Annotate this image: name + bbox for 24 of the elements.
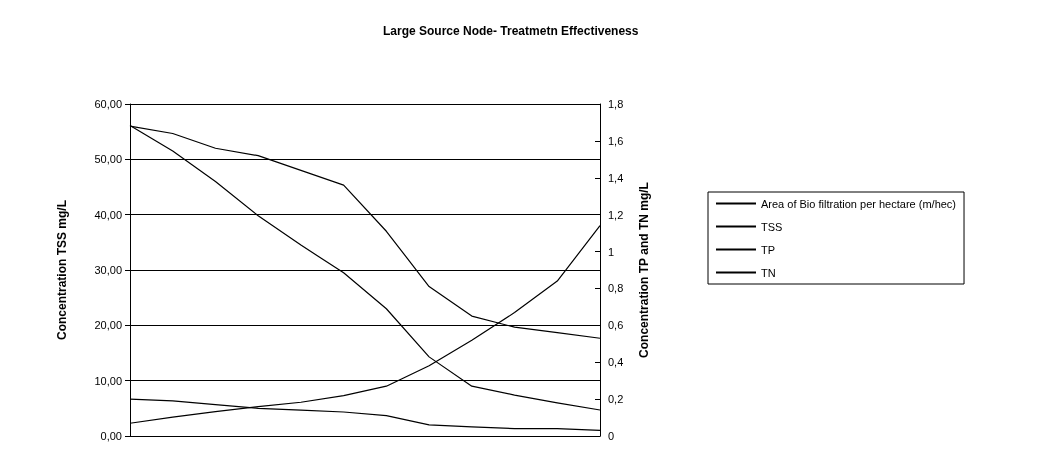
y2-tick-label: 0,8: [608, 282, 624, 295]
y2-tick-label: 0,6: [608, 319, 624, 332]
y2-tick-label: 1,8: [608, 98, 624, 110]
y2-tick-label: 1,4: [608, 171, 624, 184]
y2-tick-label: 1,6: [608, 134, 624, 147]
legend-label: TN: [761, 266, 776, 279]
y2-axis-title: Concentration TP and TN mg/L: [637, 182, 651, 358]
y-tick-label: 10,00: [94, 374, 122, 387]
legend-label: TSS: [761, 220, 783, 233]
y-tick-label: 30,00: [94, 264, 122, 276]
y2-tick-label: 1: [608, 245, 615, 258]
y-tick-label: 50,00: [94, 153, 122, 166]
y2-tick-label: 0,2: [608, 393, 624, 406]
y-tick-label: 60,00: [94, 98, 122, 110]
y2-tick-label: 0,4: [608, 356, 624, 369]
y-tick-label: 40,00: [94, 208, 122, 221]
y2-tick-label: 0: [608, 430, 615, 442]
chart-title: Large Source Node- Treatmetn Effectiveness: [383, 24, 639, 38]
legend-label: TP: [761, 243, 776, 256]
y-tick-label: 0,00: [100, 430, 122, 442]
legend-label: Area of Bio filtration per hectare (m/hec): [761, 197, 957, 210]
y-tick-label: 20,00: [94, 319, 122, 332]
y-axis-title: Concentration TSS mg/L: [55, 199, 69, 341]
y2-tick-label: 1,2: [608, 208, 624, 221]
